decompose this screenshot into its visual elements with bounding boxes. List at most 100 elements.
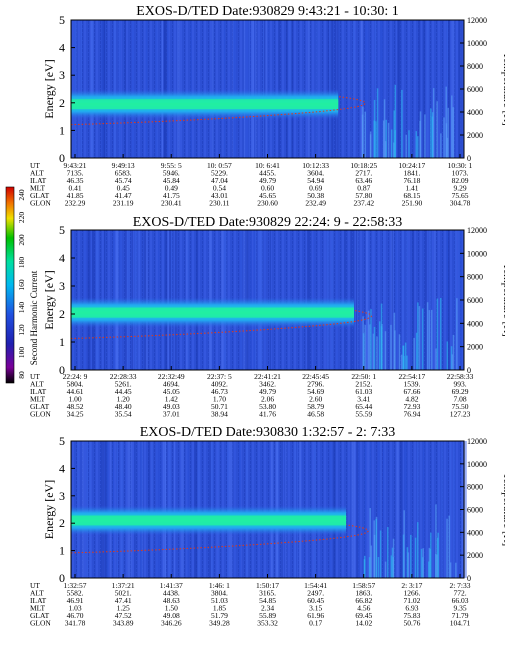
- activity-streak: [447, 107, 449, 158]
- info-row-label: GLON: [30, 410, 51, 419]
- activity-streak: [403, 355, 405, 370]
- orbit-info-table: UT 9:43:21 9:49:13 9:55: 5 10: 0:57 10: 6:41 1…: [30, 161, 473, 208]
- activity-streak: [405, 134, 407, 158]
- info-cell: 76.18: [403, 176, 420, 185]
- info-cell: 4092.: [211, 380, 228, 389]
- activity-streak: [456, 298, 458, 370]
- activity-streak: [364, 111, 367, 158]
- info-cell: 4.82: [405, 395, 418, 404]
- info-cell: 41.47: [115, 191, 132, 200]
- info-cell: 993.: [453, 380, 466, 389]
- activity-streak: [382, 120, 385, 158]
- energy-band: [71, 297, 354, 328]
- activity-streak: [443, 117, 445, 158]
- info-cell: 5582.: [67, 589, 84, 598]
- info-cell: 50.38: [307, 191, 324, 200]
- info-row-label: GLAT: [30, 402, 50, 411]
- info-cell: 1073.: [452, 169, 469, 178]
- activity-streak: [452, 334, 455, 370]
- y-tick-label: 1: [59, 544, 65, 558]
- info-cell: 65.44: [355, 402, 372, 411]
- activity-streak: [376, 336, 378, 370]
- activity-streak: [387, 122, 390, 158]
- activity-streak: [435, 348, 437, 370]
- info-cell: 232.49: [305, 199, 326, 208]
- info-cell: 1539.: [403, 380, 420, 389]
- activity-streak: [369, 324, 371, 370]
- info-cell: 5261.: [115, 380, 132, 389]
- activity-streak: [390, 555, 393, 578]
- y2-tick-label: 2000: [467, 131, 483, 140]
- y-tick-label: 4: [59, 251, 65, 265]
- info-cell: 51.03: [211, 596, 228, 605]
- activity-streak: [439, 298, 442, 370]
- y2-tick-label: 2000: [467, 551, 483, 560]
- colorbar-tick-label: 120: [17, 324, 26, 336]
- y2-tick-label: 10000: [467, 249, 487, 258]
- info-cell: 5229.: [211, 169, 228, 178]
- energy-band-core: [71, 99, 339, 110]
- activity-streak: [369, 131, 372, 158]
- streak: [446, 20, 449, 158]
- y-tick-label: 2: [59, 307, 65, 321]
- info-cell: 10:30: 1: [448, 161, 473, 170]
- spectrogram-panel: EXOS-D/TED Date:930829 22:24: 9 - 22:58:…: [30, 215, 505, 419]
- y2-tick-label: 0: [467, 366, 471, 375]
- info-cell: 46.58: [307, 410, 324, 419]
- activity-streak: [451, 354, 454, 370]
- info-cell: 49.08: [163, 611, 180, 620]
- info-cell: 5021.: [115, 589, 132, 598]
- colorbar-label: Second Harmonic Current: [29, 270, 39, 365]
- info-cell: 1.03: [68, 604, 81, 613]
- info-row-label: ILAT: [30, 387, 47, 396]
- info-cell: 2: 7:33: [449, 581, 470, 590]
- info-cell: 9:55: 5: [161, 161, 182, 170]
- info-cell: 1:37:21: [112, 581, 135, 590]
- activity-streak: [435, 504, 437, 578]
- streak: [373, 230, 375, 370]
- activity-streak: [446, 518, 448, 578]
- info-cell: 230.11: [209, 199, 230, 208]
- activity-streak: [403, 510, 405, 578]
- activity-streak: [445, 86, 447, 158]
- info-cell: 104.71: [450, 619, 471, 628]
- y2-tick-label: 4000: [467, 528, 483, 537]
- info-cell: 5804.: [67, 380, 84, 389]
- colorbar-tick-label: 140: [17, 302, 26, 314]
- y2-tick-label: 8000: [467, 62, 483, 71]
- y2-tick-label: 10000: [467, 39, 487, 48]
- activity-streak: [421, 308, 424, 370]
- activity-streak: [392, 538, 395, 578]
- info-row-label: MLT: [30, 604, 46, 613]
- info-cell: 2.06: [261, 395, 274, 404]
- info-cell: 46.73: [211, 387, 228, 396]
- info-cell: 68.15: [403, 191, 420, 200]
- activity-streak: [380, 303, 383, 370]
- info-cell: 51.79: [211, 611, 228, 620]
- activity-streak: [440, 133, 442, 158]
- streak: [352, 441, 356, 578]
- info-cell: 67.66: [403, 387, 420, 396]
- info-row-label: GLAT: [30, 611, 50, 620]
- activity-streak: [370, 545, 373, 578]
- info-cell: 343.89: [113, 619, 134, 628]
- info-cell: 54.85: [259, 596, 276, 605]
- activity-streak: [430, 108, 432, 158]
- streak: [458, 230, 461, 370]
- activity-streak: [417, 522, 419, 578]
- info-cell: 61.96: [307, 611, 324, 620]
- info-cell: 0.54: [213, 184, 226, 193]
- activity-streak: [451, 95, 453, 158]
- y-tick-label: 5: [59, 434, 65, 448]
- info-cell: 10:12:33: [302, 161, 329, 170]
- energy-band: [71, 89, 339, 120]
- activity-streak: [375, 121, 377, 158]
- activity-streak: [431, 112, 434, 158]
- info-cell: 37.01: [163, 410, 180, 419]
- info-cell: 69.45: [355, 611, 372, 620]
- streak: [356, 230, 359, 370]
- colorbar-tick-label: 220: [17, 212, 26, 224]
- info-row-label: UT: [30, 372, 40, 381]
- streak: [357, 441, 360, 578]
- info-cell: 41.75: [163, 191, 180, 200]
